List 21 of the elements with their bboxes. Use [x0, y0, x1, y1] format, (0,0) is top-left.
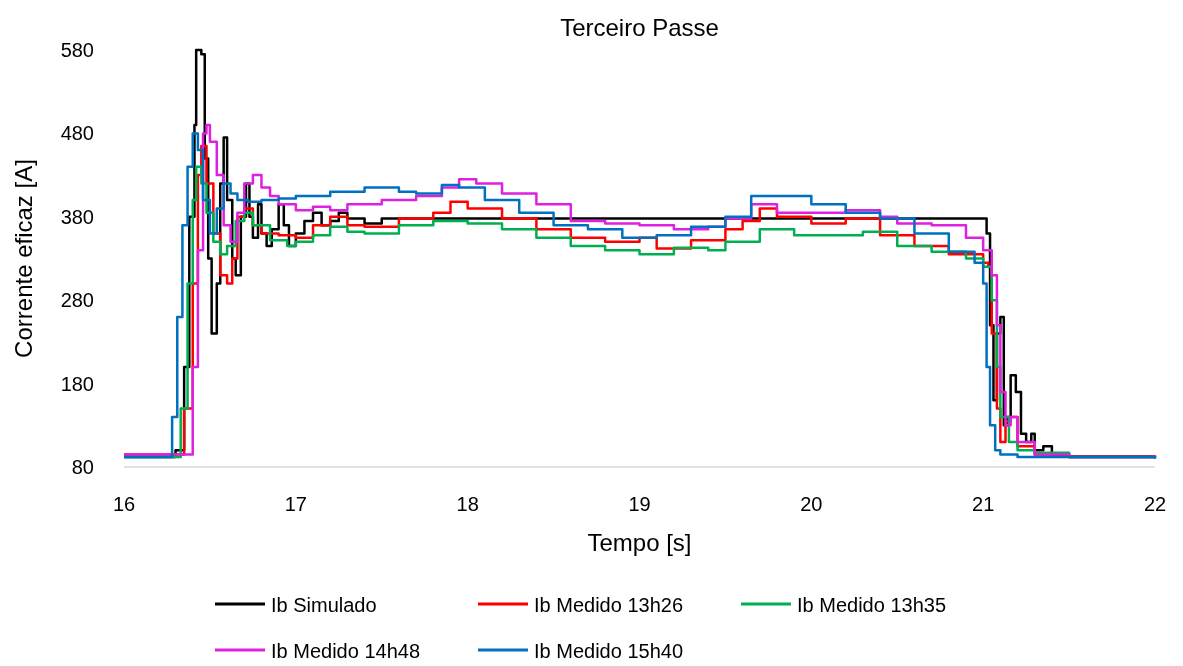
y-axis-title: Corrente eficaz [A] [10, 159, 37, 358]
legend-label: Ib Medido 13h35 [797, 594, 947, 616]
y-tick-label: 280 [60, 289, 94, 312]
legend-label: Ib Medido 15h40 [534, 640, 684, 662]
x-tick-label: 22 [1143, 493, 1167, 515]
y-tick-label: 80 [71, 456, 94, 478]
x-tick-label: 16 [112, 493, 136, 515]
y-tick-label: 180 [60, 372, 94, 395]
x-axis-title: Tempo [s] [587, 529, 692, 556]
legend-label: Ib Simulado [271, 594, 377, 616]
x-tick-label: 18 [456, 493, 479, 515]
legend-label: Ib Medido 13h26 [534, 594, 684, 616]
x-tick-label: 21 [972, 493, 995, 515]
x-tick-label: 20 [800, 493, 823, 515]
chart-title: Terceiro Passe [560, 14, 719, 41]
x-tick-label: 19 [628, 493, 651, 515]
y-tick-label: 380 [60, 205, 94, 228]
legend-label: Ib Medido 14h48 [271, 640, 421, 662]
y-tick-label: 580 [60, 39, 94, 61]
x-tick-label: 17 [284, 493, 307, 515]
y-tick-label: 480 [60, 122, 94, 145]
